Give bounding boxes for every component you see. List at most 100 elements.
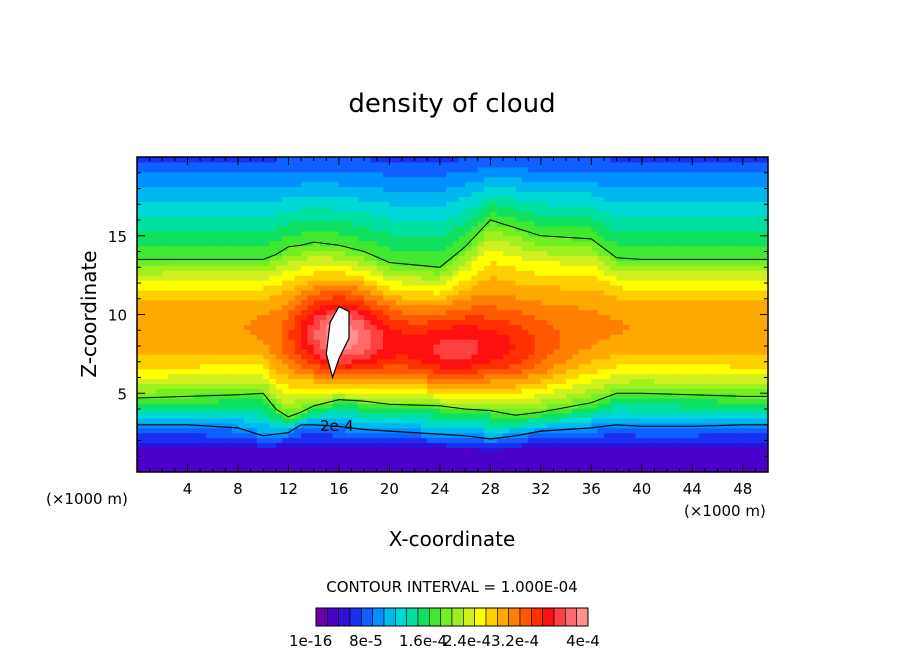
field-cell: [231, 437, 239, 444]
field-cell: [357, 265, 365, 271]
field-cell: [357, 201, 365, 207]
field-cell: [402, 220, 409, 227]
field-cell: [616, 403, 624, 409]
field-cell: [484, 230, 491, 237]
field-cell: [591, 383, 599, 389]
field-cell: [326, 398, 334, 404]
field-cell: [477, 408, 485, 414]
field-cell: [187, 339, 195, 345]
field-cell: [427, 284, 435, 291]
field-cell: [181, 329, 189, 335]
field-cell: [319, 427, 327, 434]
field-cell: [439, 255, 447, 261]
field-cell: [509, 427, 517, 434]
field-cell: [496, 225, 504, 232]
field-cell: [603, 166, 611, 173]
field-cell: [616, 417, 624, 424]
field-cell: [383, 176, 390, 183]
field-cell: [414, 412, 422, 419]
field-cell: [168, 171, 176, 178]
field-cell: [471, 181, 479, 188]
field-cell: [515, 344, 523, 350]
field-cell: [616, 201, 624, 207]
field-cell: [452, 171, 460, 178]
field-cell: [181, 275, 189, 281]
field-cell: [616, 467, 624, 472]
field-cell: [553, 186, 561, 193]
field-cell: [137, 353, 144, 360]
field-cell: [610, 230, 618, 237]
field-cell: [572, 457, 580, 463]
field-cell: [484, 457, 491, 463]
field-cell: [547, 378, 555, 385]
field-cell: [237, 373, 245, 380]
field-cell: [553, 462, 561, 468]
field-cell: [427, 245, 435, 252]
field-cell: [566, 344, 573, 350]
field-cell: [301, 284, 308, 291]
field-cell: [408, 422, 416, 429]
field-cell: [313, 368, 321, 375]
field-cell: [540, 161, 548, 168]
field-cell: [610, 309, 618, 316]
field-cell: [496, 284, 504, 291]
field-cell: [521, 427, 529, 434]
field-cell: [364, 186, 372, 193]
field-cell: [559, 378, 567, 385]
field-cell: [402, 294, 409, 301]
field-cell: [471, 280, 479, 286]
field-cell: [370, 166, 378, 173]
field-cell: [338, 393, 346, 399]
field-cell: [559, 319, 567, 325]
field-cell: [174, 294, 182, 301]
field-cell: [351, 275, 359, 281]
field-cell: [465, 348, 473, 355]
field-cell: [162, 191, 170, 197]
field-cell: [402, 245, 409, 252]
field-cell: [622, 334, 630, 340]
field-cell: [490, 314, 498, 321]
field-cell: [206, 403, 214, 409]
field-cell: [307, 442, 315, 448]
field-cell: [616, 299, 624, 306]
field-cell: [187, 408, 195, 414]
field-cell: [162, 280, 170, 286]
field-cell: [187, 442, 195, 448]
field-cell: [553, 201, 561, 207]
field-cell: [206, 250, 214, 257]
field-cell: [528, 368, 536, 375]
field-cell: [319, 161, 327, 168]
field-cell: [578, 358, 586, 365]
field-cell: [484, 161, 491, 168]
field-cell: [187, 166, 195, 173]
field-cell: [345, 260, 353, 266]
field-cell: [345, 373, 353, 380]
field-cell: [174, 225, 182, 232]
field-cell: [509, 417, 517, 424]
field-cell: [433, 235, 441, 242]
field-cell: [187, 462, 195, 468]
field-cell: [484, 383, 491, 389]
field-cell: [572, 378, 580, 385]
field-cell: [193, 260, 201, 266]
field-cell: [137, 294, 144, 301]
field-cell: [149, 378, 157, 385]
field-cell: [326, 176, 334, 183]
field-cell: [572, 255, 580, 261]
field-cell: [490, 289, 498, 296]
field-cell: [585, 275, 592, 281]
field-cell: [200, 452, 208, 458]
field-cell: [219, 393, 226, 399]
field-cell: [547, 299, 555, 306]
field-cell: [237, 412, 245, 419]
field-cell: [610, 457, 618, 463]
field-cell: [231, 235, 239, 242]
field-cell: [376, 157, 384, 163]
field-cell: [244, 329, 252, 335]
field-cell: [332, 230, 340, 237]
field-cell: [439, 388, 447, 394]
field-cell: [174, 344, 182, 350]
field-cell: [313, 319, 321, 325]
field-cell: [357, 166, 365, 173]
field-cell: [149, 398, 157, 404]
